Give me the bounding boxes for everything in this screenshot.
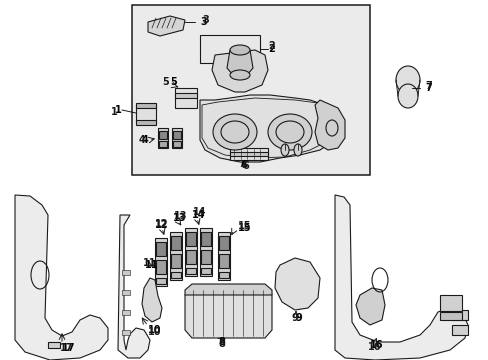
Bar [158, 128, 168, 148]
Text: 16: 16 [369, 340, 383, 350]
Bar [219, 272, 228, 278]
Bar [439, 295, 461, 311]
Bar [219, 254, 228, 268]
Text: 17: 17 [62, 343, 75, 353]
Text: 4: 4 [138, 135, 145, 145]
Ellipse shape [213, 114, 257, 150]
Text: 7: 7 [424, 81, 431, 91]
Text: 6: 6 [242, 161, 248, 171]
Bar [122, 290, 130, 295]
Bar [159, 131, 167, 139]
Polygon shape [148, 16, 184, 36]
Polygon shape [226, 50, 252, 75]
Bar [218, 232, 229, 280]
Bar [201, 232, 210, 246]
Bar [171, 272, 181, 278]
Bar [155, 238, 167, 286]
Polygon shape [184, 288, 271, 338]
Ellipse shape [229, 70, 249, 80]
Bar [451, 310, 467, 320]
Bar [171, 236, 181, 250]
Bar [173, 141, 181, 147]
Text: 9: 9 [294, 313, 301, 323]
Text: 2: 2 [267, 41, 274, 51]
Text: 11: 11 [145, 260, 158, 270]
Bar [451, 325, 467, 335]
Polygon shape [118, 215, 150, 358]
Polygon shape [200, 95, 337, 162]
Ellipse shape [267, 114, 311, 150]
Bar [156, 260, 165, 274]
Bar [48, 342, 60, 348]
Bar [185, 232, 196, 246]
Polygon shape [15, 195, 108, 360]
Text: 3: 3 [202, 15, 208, 25]
Polygon shape [184, 284, 271, 295]
Text: 4: 4 [141, 135, 148, 145]
Bar [229, 148, 267, 160]
Text: 11: 11 [142, 258, 156, 268]
Text: 7: 7 [424, 83, 431, 93]
Bar [439, 312, 461, 320]
Text: 1: 1 [115, 105, 122, 115]
Text: 12: 12 [155, 220, 168, 230]
Ellipse shape [395, 66, 419, 94]
Text: 2: 2 [267, 44, 274, 54]
Ellipse shape [281, 144, 288, 156]
Bar [201, 250, 210, 264]
Text: 13: 13 [173, 213, 186, 223]
Bar [185, 250, 196, 264]
Bar [175, 93, 197, 98]
Bar [122, 270, 130, 275]
Text: 8: 8 [218, 339, 224, 349]
Bar [171, 254, 181, 268]
Bar [136, 105, 156, 123]
Text: 5: 5 [162, 77, 168, 87]
Text: 17: 17 [60, 343, 73, 353]
Text: 10: 10 [148, 325, 161, 335]
Text: 14: 14 [193, 207, 206, 217]
Polygon shape [274, 258, 319, 310]
Text: 3: 3 [200, 17, 206, 27]
Bar [219, 236, 228, 250]
Bar [156, 278, 165, 284]
Text: 15: 15 [238, 221, 251, 231]
Text: 6: 6 [240, 160, 246, 170]
Text: 10: 10 [148, 327, 161, 337]
Polygon shape [334, 195, 467, 360]
Ellipse shape [293, 144, 302, 156]
Text: 1: 1 [111, 107, 118, 117]
Bar [159, 141, 167, 147]
Bar [185, 268, 196, 274]
Polygon shape [142, 278, 162, 322]
Text: 9: 9 [291, 313, 298, 323]
Bar [172, 128, 182, 148]
Bar [122, 330, 130, 335]
Ellipse shape [397, 84, 417, 108]
Bar [136, 120, 156, 125]
Text: 15: 15 [238, 223, 251, 233]
Text: 13: 13 [174, 211, 187, 221]
Bar [156, 242, 165, 256]
Text: 12: 12 [155, 219, 168, 229]
Bar [229, 152, 267, 156]
Text: 8: 8 [218, 337, 224, 347]
Bar [136, 103, 156, 108]
Bar [173, 131, 181, 139]
Polygon shape [355, 288, 384, 325]
Bar [201, 268, 210, 274]
Bar [200, 35, 260, 63]
Text: 5: 5 [170, 77, 176, 87]
Bar [200, 228, 212, 276]
Bar [132, 5, 369, 175]
Bar [122, 310, 130, 315]
Polygon shape [212, 50, 267, 92]
Ellipse shape [229, 45, 249, 55]
Text: 14: 14 [192, 210, 205, 220]
Text: 16: 16 [367, 342, 381, 352]
Bar [175, 88, 197, 108]
Bar [184, 228, 197, 276]
Polygon shape [314, 100, 345, 150]
Bar [170, 232, 182, 280]
